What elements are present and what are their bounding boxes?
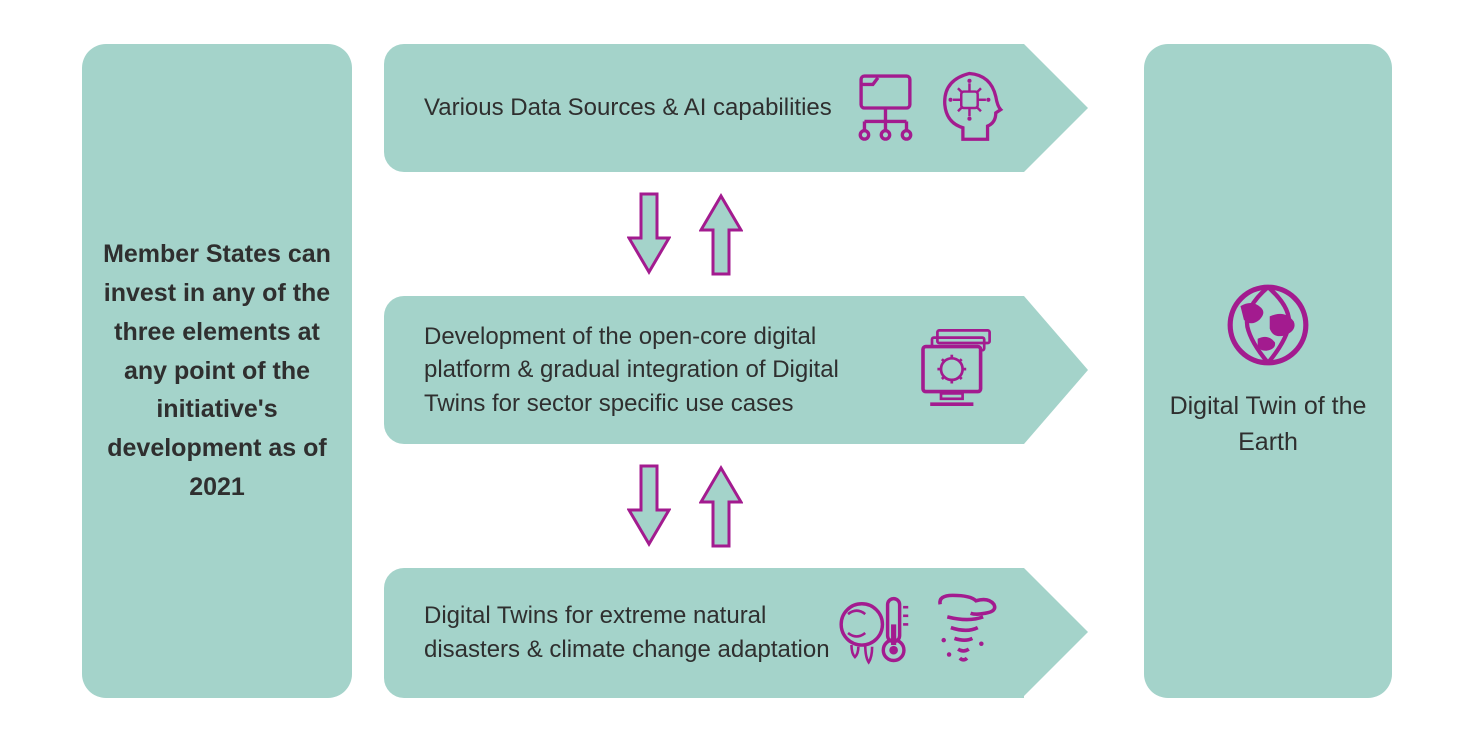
folder-network-icon [854, 71, 922, 145]
card-data-sources: Various Data Sources & AI capabilities [384, 44, 1024, 172]
arrow-down-icon [627, 462, 671, 550]
right-panel: Digital Twin of the Earth [1144, 44, 1392, 698]
bidirectional-arrows-1 [620, 186, 750, 282]
arrow-down-icon [627, 190, 671, 278]
ai-head-icon [930, 68, 1004, 148]
card-data-sources-text: Various Data Sources & AI capabilities [424, 91, 832, 125]
card-disasters-text: Digital Twins for extreme natural disast… [424, 599, 864, 666]
right-panel-text: Digital Twin of the Earth [1144, 388, 1392, 461]
card-disasters: Digital Twins for extreme natural disast… [384, 568, 1024, 698]
bidirectional-arrows-2 [620, 458, 750, 554]
globe-icon [1225, 282, 1311, 368]
tornado-icon [930, 590, 1004, 676]
card-platform-text: Development of the open-core digital pla… [424, 320, 864, 421]
platform-gear-icon [914, 325, 1004, 415]
left-panel: Member States can invest in any of the t… [82, 44, 352, 698]
arrow-up-icon [699, 190, 743, 278]
left-panel-text: Member States can invest in any of the t… [82, 235, 352, 506]
card-platform: Development of the open-core digital pla… [384, 296, 1024, 444]
arrow-up-icon [699, 462, 743, 550]
climate-melt-icon [836, 590, 922, 676]
